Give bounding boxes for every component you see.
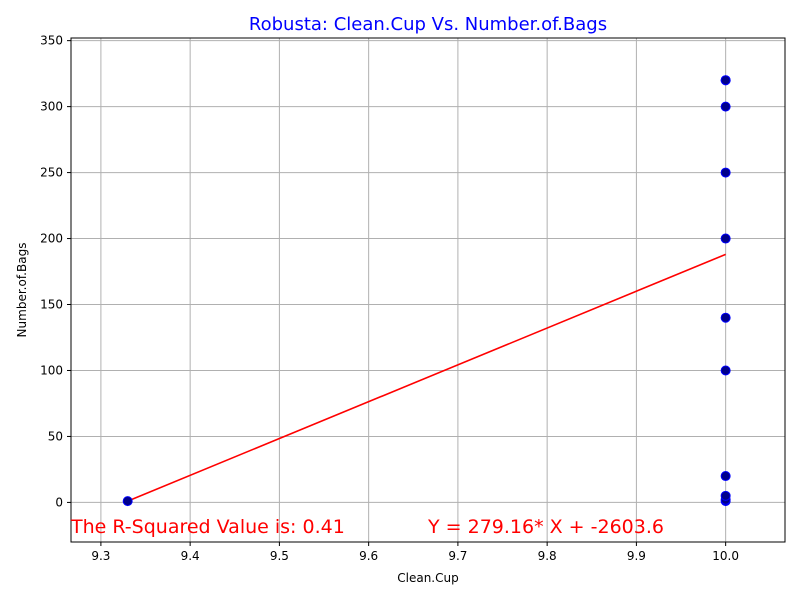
x-tick-label: 9.8 bbox=[538, 549, 557, 563]
x-tick-label: 9.4 bbox=[181, 549, 200, 563]
y-tick-label: 50 bbox=[48, 429, 63, 443]
y-tick-label: 100 bbox=[40, 363, 63, 377]
scatter-point bbox=[720, 101, 731, 112]
points-layer bbox=[122, 75, 731, 507]
scatter-point bbox=[720, 471, 731, 482]
regression-equation-annotation: Y = 279.16* X + -2603.6 bbox=[427, 516, 664, 538]
plot-frame bbox=[70, 37, 786, 543]
x-tick-label: 9.6 bbox=[359, 549, 378, 563]
scatter-point bbox=[720, 312, 731, 323]
scatter-point bbox=[720, 490, 731, 501]
y-tick-label: 250 bbox=[40, 166, 63, 180]
r-squared-annotation: The R-Squared Value is: 0.41 bbox=[70, 516, 345, 538]
x-tick-label: 9.5 bbox=[270, 549, 289, 563]
scatter-point bbox=[122, 496, 133, 507]
y-axis-ticks: 0 50 100 150 200 250 300 350 bbox=[40, 34, 71, 509]
x-axis-label: Clean.Cup bbox=[397, 571, 458, 585]
x-tick-label: 9.7 bbox=[448, 549, 467, 563]
scatter-point bbox=[720, 365, 731, 376]
scatter-point bbox=[720, 233, 731, 244]
y-tick-label: 0 bbox=[55, 495, 63, 509]
y-tick-label: 300 bbox=[40, 100, 63, 114]
regression-line bbox=[127, 253, 726, 502]
x-tick-label: 9.3 bbox=[91, 549, 110, 563]
y-tick-label: 200 bbox=[40, 232, 63, 246]
y-tick-label: 350 bbox=[40, 34, 63, 48]
x-tick-label: 9.9 bbox=[627, 549, 646, 563]
y-tick-label: 150 bbox=[40, 298, 63, 312]
chart-title: Robusta: Clean.Cup Vs. Number.of.Bags bbox=[249, 14, 607, 35]
scatter-point bbox=[720, 75, 731, 86]
x-axis-ticks: 9.3 9.4 9.5 9.6 9.7 9.8 9.9 10.0 bbox=[91, 542, 739, 563]
scatter-point bbox=[720, 167, 731, 178]
regression-layer bbox=[127, 253, 726, 502]
y-axis-label: Number.of.Bags bbox=[15, 243, 29, 338]
x-tick-label: 10.0 bbox=[712, 549, 739, 563]
grid bbox=[71, 38, 785, 542]
